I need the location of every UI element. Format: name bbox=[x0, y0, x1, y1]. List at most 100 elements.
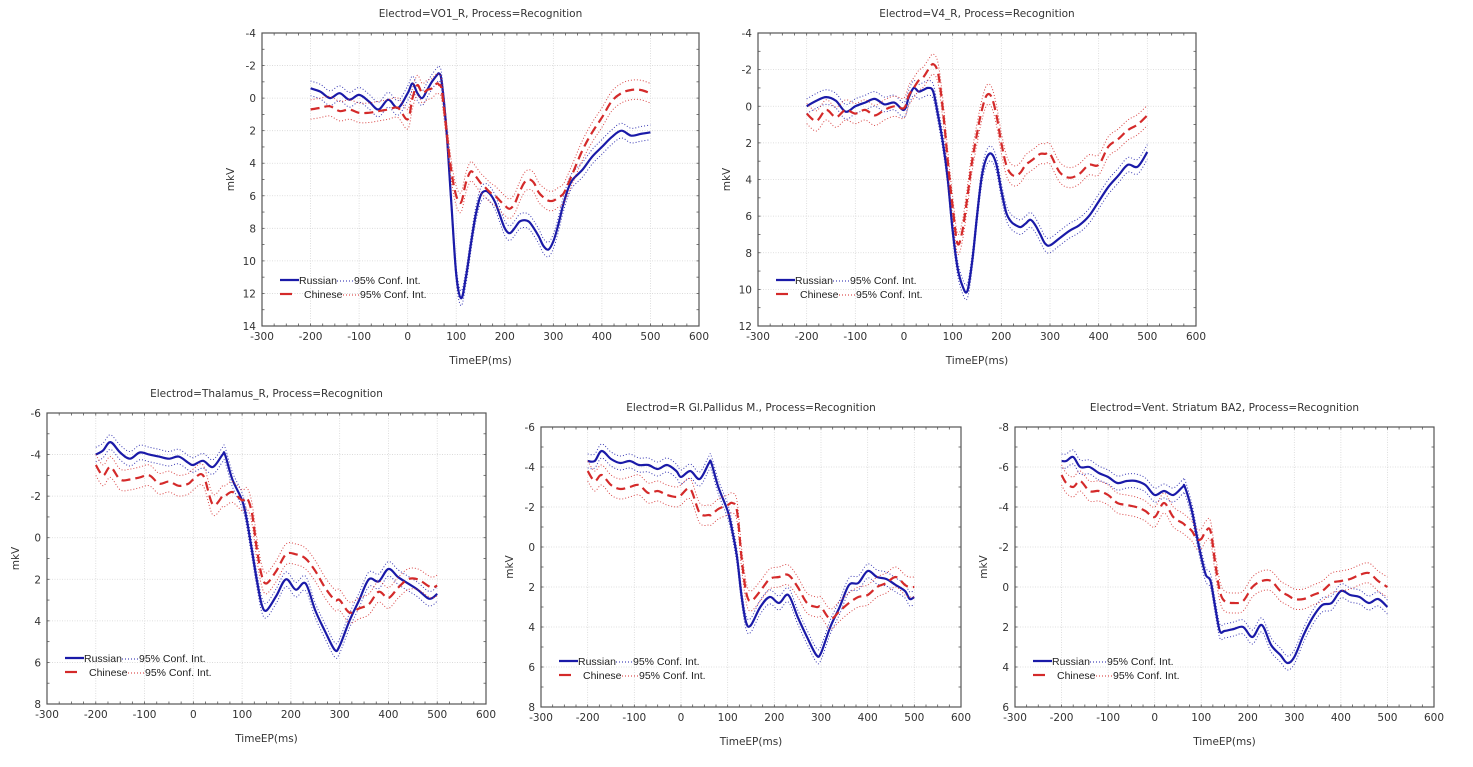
x-tick-label: 200 bbox=[991, 331, 1011, 343]
grid bbox=[1015, 427, 1434, 707]
legend-chinese-ci-label: 95% Conf. Int. bbox=[360, 289, 427, 301]
series-line-chinese bbox=[1060, 474, 1389, 605]
y-tick-label: -6 bbox=[999, 462, 1010, 474]
ci-upper-chinese bbox=[95, 454, 438, 603]
x-tick-label: 600 bbox=[951, 712, 971, 724]
y-tick-label: 10 bbox=[739, 284, 752, 296]
legend-russian-ci-label: 95% Conf. Int. bbox=[850, 275, 917, 287]
y-tick-label: 0 bbox=[1002, 582, 1009, 594]
y-tick-label: 6 bbox=[249, 191, 256, 203]
ci-lower-chinese bbox=[1061, 484, 1388, 614]
y-tick-label: -4 bbox=[31, 450, 42, 462]
x-axis-label: TimeEP(ms) bbox=[1192, 736, 1256, 748]
x-tick-label: 500 bbox=[904, 712, 924, 724]
y-axis-label: mkV bbox=[504, 554, 516, 578]
y-tick-label: -2 bbox=[31, 491, 41, 503]
legend-chinese-label: Chinese bbox=[304, 289, 343, 301]
legend: Russian 95% Conf. Int. Chinese 95% Conf. In… bbox=[559, 656, 706, 682]
legend-chinese-label: Chinese bbox=[1057, 670, 1096, 682]
y-tick-label: 6 bbox=[34, 657, 41, 669]
x-tick-label: -300 bbox=[35, 709, 59, 721]
y-tick-label: 8 bbox=[249, 223, 256, 235]
y-axis-label: mkV bbox=[978, 554, 990, 578]
minor-ticks bbox=[757, 32, 1197, 327]
x-tick-label: -100 bbox=[347, 331, 371, 343]
chart-panel-5: Electrod=Vent. Striatum BA2, Process=Rec… bbox=[978, 402, 1444, 748]
series-group bbox=[805, 53, 1149, 301]
y-tick-label: 6 bbox=[745, 211, 752, 223]
y-tick-label: -4 bbox=[999, 502, 1010, 514]
legend: Russian 95% Conf. Int. Chinese 95% Conf. In… bbox=[1033, 656, 1180, 682]
y-tick-label: 8 bbox=[34, 699, 41, 711]
x-tick-label: -100 bbox=[133, 709, 157, 721]
y-tick-label: -6 bbox=[525, 422, 536, 434]
legend-chinese-ci-label: 95% Conf. Int. bbox=[856, 289, 923, 301]
y-tick-label: -2 bbox=[999, 542, 1009, 554]
ci-upper-chinese bbox=[310, 73, 651, 200]
grid bbox=[758, 33, 1196, 326]
legend-chinese-ci-label: 95% Conf. Int. bbox=[1113, 670, 1180, 682]
x-tick-label: 600 bbox=[1186, 331, 1206, 343]
legend-russian-label: Russian bbox=[84, 653, 122, 665]
minor-ticks bbox=[46, 412, 487, 705]
ci-upper-russian bbox=[95, 434, 438, 645]
x-axis-label: TimeEP(ms) bbox=[234, 733, 298, 745]
x-tick-label: 0 bbox=[404, 331, 411, 343]
chart-panel-1: Electrod=VO1_R, Process=Recognition -300 -… bbox=[225, 8, 709, 367]
series-line-russian bbox=[806, 86, 1149, 294]
x-tick-label: 500 bbox=[1137, 331, 1157, 343]
legend: Russian 95% Conf. Int. Chinese 95% Conf. In… bbox=[776, 275, 923, 301]
x-tick-label: -100 bbox=[843, 331, 867, 343]
x-tick-label: -200 bbox=[1050, 712, 1074, 724]
x-tick-label: -100 bbox=[1096, 712, 1120, 724]
x-tick-label: 400 bbox=[1331, 712, 1351, 724]
series-line-chinese bbox=[94, 464, 438, 614]
ci-upper-russian bbox=[310, 65, 651, 292]
series-group bbox=[586, 443, 915, 665]
x-tick-label: -200 bbox=[84, 709, 108, 721]
legend-russian-ci-label: 95% Conf. Int. bbox=[633, 656, 700, 668]
x-tick-label: 100 bbox=[943, 331, 963, 343]
x-tick-label: 0 bbox=[678, 712, 685, 724]
legend-russian-ci-label: 95% Conf. Int. bbox=[1107, 656, 1174, 668]
chart-panel-4: Electrod=R Gl.Pallidus M., Process=Recog… bbox=[504, 402, 971, 748]
x-tick-label: -300 bbox=[1003, 712, 1027, 724]
y-tick-label: 2 bbox=[249, 126, 256, 138]
series-group bbox=[94, 434, 438, 659]
x-tick-label: 0 bbox=[1151, 712, 1158, 724]
legend: Russian 95% Conf. Int. Chinese 95% Conf. In… bbox=[65, 653, 212, 679]
y-tick-label: 8 bbox=[745, 248, 752, 260]
series-group bbox=[310, 65, 651, 307]
ci-upper-chinese bbox=[1061, 464, 1388, 594]
x-tick-label: 100 bbox=[1191, 712, 1211, 724]
x-tick-label: 300 bbox=[543, 331, 563, 343]
y-tick-label: 10 bbox=[243, 256, 256, 268]
ci-lower-russian bbox=[1061, 463, 1388, 671]
x-tick-label: 200 bbox=[495, 331, 515, 343]
series-line-chinese bbox=[310, 82, 651, 210]
ci-lower-chinese bbox=[587, 480, 915, 630]
minor-ticks bbox=[261, 32, 700, 327]
x-tick-label: 300 bbox=[811, 712, 831, 724]
legend: Russian 95% Conf. Int. Chinese 95% Conf. In… bbox=[280, 275, 427, 301]
y-tick-label: 2 bbox=[745, 138, 752, 150]
x-tick-label: 500 bbox=[427, 709, 447, 721]
y-tick-label: 6 bbox=[528, 662, 535, 674]
series-line-russian bbox=[95, 441, 438, 653]
x-tick-label: 400 bbox=[378, 709, 398, 721]
x-tick-label: -200 bbox=[299, 331, 323, 343]
legend-russian-ci-label: 95% Conf. Int. bbox=[139, 653, 206, 665]
ci-upper-russian bbox=[806, 79, 1148, 286]
ci-lower-russian bbox=[310, 80, 651, 307]
y-tick-label: -4 bbox=[246, 28, 257, 40]
y-tick-label: 6 bbox=[1002, 702, 1009, 714]
minor-ticks bbox=[1014, 426, 1435, 708]
chart-title: Electrod=R Gl.Pallidus M., Process=Recog… bbox=[626, 402, 876, 414]
y-tick-label: -2 bbox=[742, 65, 752, 77]
x-tick-label: 600 bbox=[1424, 712, 1444, 724]
y-tick-label: 0 bbox=[249, 93, 256, 105]
y-tick-label: 4 bbox=[528, 622, 535, 634]
y-tick-label: 4 bbox=[34, 616, 41, 628]
series-line-chinese bbox=[586, 470, 915, 621]
x-tick-label: -200 bbox=[576, 712, 600, 724]
